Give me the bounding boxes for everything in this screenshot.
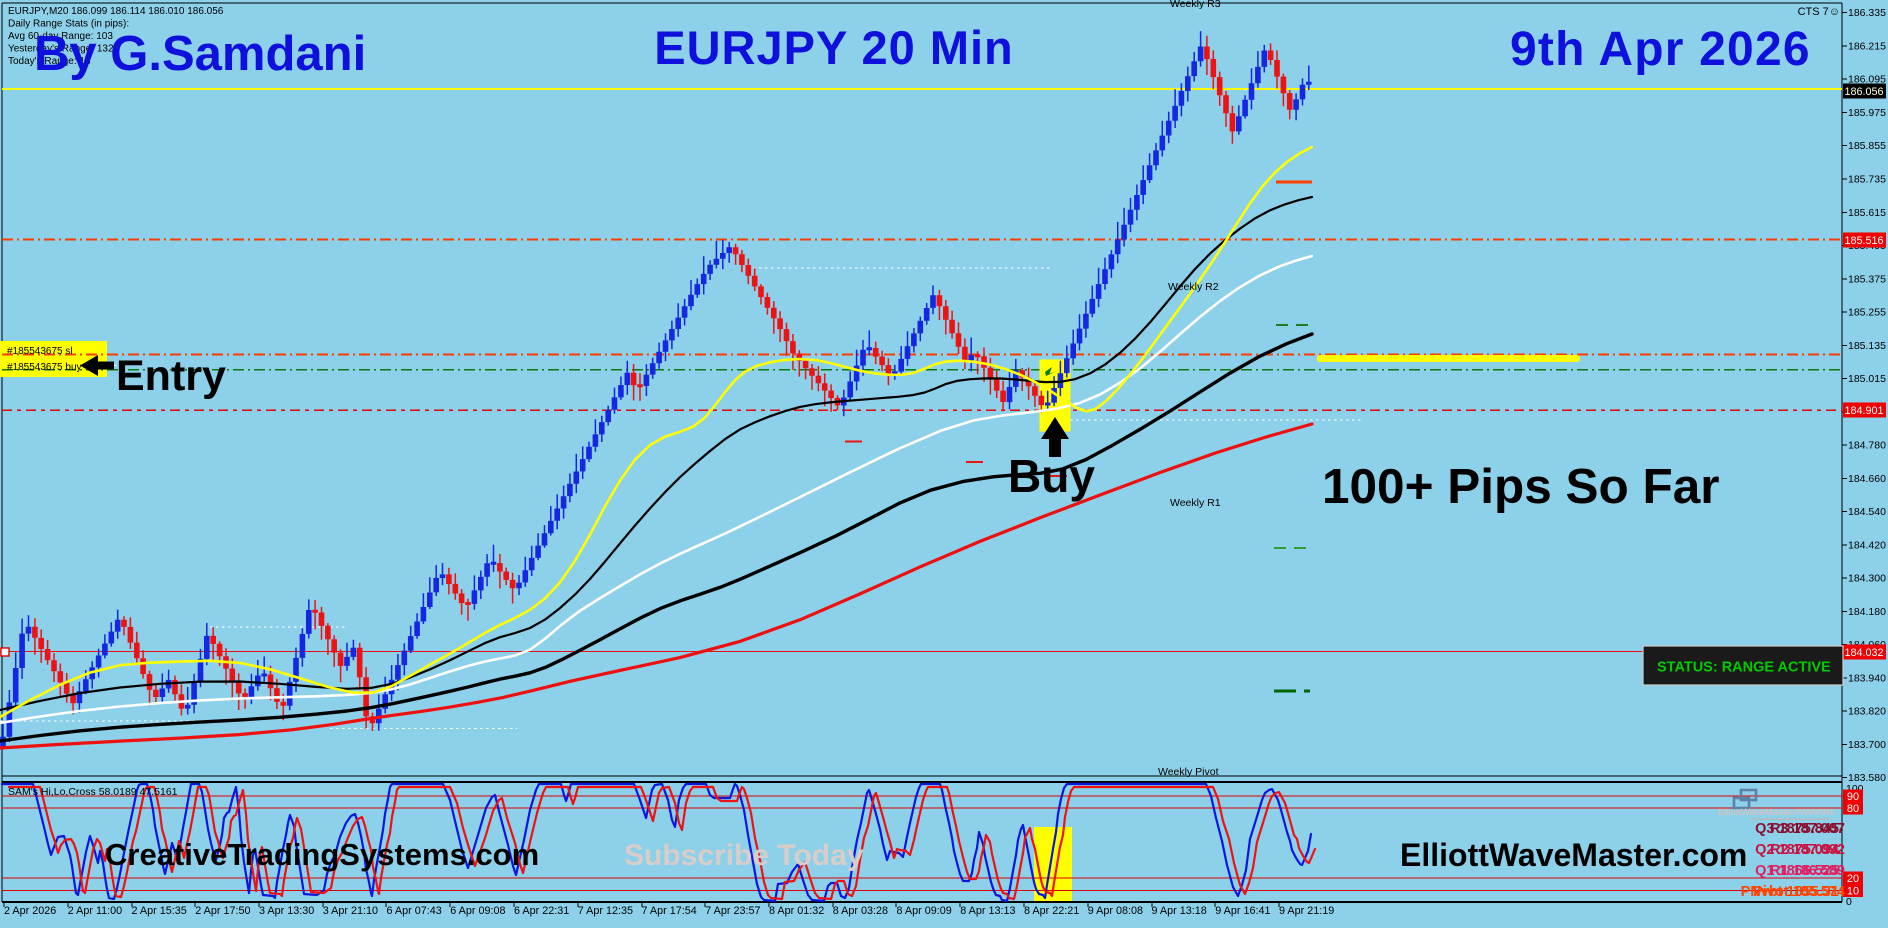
- svg-text:184.780: 184.780: [1848, 440, 1886, 452]
- svg-text:186.215: 186.215: [1848, 40, 1886, 52]
- svg-text:184.420: 184.420: [1848, 539, 1886, 551]
- svg-text:184.180: 184.180: [1848, 606, 1886, 618]
- svg-text:Weekly Pivot: Weekly Pivot: [1158, 766, 1219, 778]
- svg-text:Weekly R1: Weekly R1: [1170, 497, 1221, 509]
- svg-text:6 Apr 09:08: 6 Apr 09:08: [450, 905, 505, 917]
- svg-text:183.700: 183.700: [1848, 739, 1886, 751]
- svg-text:Pivot 185.574: Pivot 185.574: [1753, 884, 1845, 900]
- svg-text:185.735: 185.735: [1848, 174, 1886, 186]
- svg-text:183.940: 183.940: [1848, 672, 1886, 684]
- svg-text:186.335: 186.335: [1848, 7, 1886, 19]
- svg-text:90: 90: [1847, 791, 1859, 803]
- svg-text:9 Apr 08:08: 9 Apr 08:08: [1088, 905, 1143, 917]
- svg-text:9 Apr 21:19: 9 Apr 21:19: [1279, 905, 1334, 917]
- svg-text:ElliottWaveMaster/RWM9%: ElliottWaveMaster/RWM9%: [1718, 807, 1835, 818]
- svg-text:10: 10: [1847, 886, 1859, 898]
- svg-text:185.135: 185.135: [1848, 340, 1886, 352]
- svg-text:80: 80: [1847, 803, 1859, 815]
- svg-text:STATUS: RANGE ACTIVE: STATUS: RANGE ACTIVE: [1657, 660, 1831, 676]
- svg-text:183.820: 183.820: [1848, 706, 1886, 718]
- svg-text:184.901: 184.901: [1844, 405, 1883, 417]
- svg-text:#185543675 buy: #185543675 buy: [7, 362, 82, 373]
- svg-text:EURJPY,M20 186.099 186.114 18: EURJPY,M20 186.099 186.114 186.010 186.0…: [8, 6, 224, 17]
- svg-text:184.660: 184.660: [1848, 473, 1886, 485]
- svg-text:183.580: 183.580: [1848, 772, 1886, 784]
- svg-text:186.095: 186.095: [1848, 74, 1886, 86]
- svg-text:SAM's Hi,Lo,Cross 58.0189 47.5: SAM's Hi,Lo,Cross 58.0189 47.5161: [8, 786, 178, 798]
- svg-text:2 Apr 15:35: 2 Apr 15:35: [132, 905, 187, 917]
- svg-text:9th Apr 2026: 9th Apr 2026: [1510, 23, 1811, 76]
- svg-text:3 Apr 13:30: 3 Apr 13:30: [259, 905, 314, 917]
- svg-text:8 Apr 03:28: 8 Apr 03:28: [833, 905, 888, 917]
- svg-text:7 Apr 17:54: 7 Apr 17:54: [642, 905, 697, 917]
- svg-text:185.615: 185.615: [1848, 207, 1886, 219]
- svg-text:9 Apr 16:41: 9 Apr 16:41: [1215, 905, 1270, 917]
- svg-text:185.015: 185.015: [1848, 373, 1886, 385]
- svg-text:2 Apr 17:50: 2 Apr 17:50: [195, 905, 250, 917]
- svg-text:7 Apr 23:57: 7 Apr 23:57: [705, 905, 760, 917]
- svg-text:By G.Samdani: By G.Samdani: [34, 27, 366, 81]
- svg-text:Today's Range: 13: Today's Range: 13: [8, 56, 91, 67]
- svg-text:20: 20: [1847, 873, 1859, 885]
- svg-text:9 Apr 13:18: 9 Apr 13:18: [1152, 905, 1207, 917]
- svg-text:6 Apr 07:43: 6 Apr 07:43: [387, 905, 442, 917]
- svg-text:Q2 1875.094: Q2 1875.094: [1755, 842, 1839, 858]
- svg-text:Avg 60-day Range: 103: Avg 60-day Range: 103: [8, 31, 113, 42]
- svg-text:#185543675 sl: #185543675 sl: [7, 346, 73, 357]
- svg-text:186.056: 186.056: [1844, 86, 1883, 98]
- svg-text:CTS 7☺: CTS 7☺: [1798, 6, 1840, 18]
- svg-text:184.300: 184.300: [1848, 573, 1886, 585]
- svg-text:8 Apr 22:21: 8 Apr 22:21: [1024, 905, 1079, 917]
- svg-text:6 Apr 22:31: 6 Apr 22:31: [514, 905, 569, 917]
- svg-text:185.516: 185.516: [1844, 235, 1883, 247]
- svg-text:Entry: Entry: [116, 352, 226, 400]
- svg-text:0: 0: [1846, 896, 1852, 908]
- svg-text:2 Apr 2026: 2 Apr 2026: [4, 905, 56, 917]
- svg-text:R2 187.092: R2 187.092: [1770, 842, 1845, 858]
- svg-text:8 Apr 13:13: 8 Apr 13:13: [960, 905, 1015, 917]
- svg-text:Buy: Buy: [1008, 450, 1095, 502]
- svg-text:Yesterday's Range: 132: Yesterday's Range: 132: [8, 44, 114, 55]
- svg-text:185.375: 185.375: [1848, 273, 1886, 285]
- svg-text:Weekly R3: Weekly R3: [1170, 0, 1221, 10]
- svg-text:R1 186.589: R1 186.589: [1770, 863, 1845, 879]
- svg-text:Subscribe Today: Subscribe Today: [624, 839, 864, 872]
- svg-text:ElliottWaveMaster.com: ElliottWaveMaster.com: [1400, 837, 1747, 873]
- svg-text:2 Apr 11:00: 2 Apr 11:00: [68, 905, 122, 917]
- svg-text:7 Apr 12:35: 7 Apr 12:35: [578, 905, 633, 917]
- svg-text:R3 187.007: R3 187.007: [1770, 821, 1845, 837]
- svg-text:8 Apr 09:09: 8 Apr 09:09: [897, 905, 952, 917]
- svg-text:Q1 1866.525: Q1 1866.525: [1755, 863, 1839, 879]
- svg-text:EURJPY 20 Min: EURJPY 20 Min: [654, 21, 1014, 74]
- svg-text:8 Apr 01:32: 8 Apr 01:32: [769, 905, 824, 917]
- svg-text:PNvbt 1855.31: PNvbt 1855.31: [1741, 884, 1839, 900]
- svg-text:185.975: 185.975: [1848, 107, 1886, 119]
- svg-text:184.540: 184.540: [1848, 506, 1886, 518]
- svg-text:CreativeTradingSystems.com: CreativeTradingSystems.com: [105, 837, 539, 872]
- svg-text:185.255: 185.255: [1848, 307, 1886, 319]
- svg-text:Weekly R2: Weekly R2: [1168, 281, 1219, 293]
- svg-text:100+ Pips So Far: 100+ Pips So Far: [1322, 459, 1720, 514]
- svg-text:Daily Range Stats (in pips):: Daily Range Stats (in pips):: [8, 19, 129, 30]
- svg-text:184.032: 184.032: [1844, 647, 1883, 659]
- svg-text:185.855: 185.855: [1848, 140, 1886, 152]
- svg-text:3 Apr 21:10: 3 Apr 21:10: [323, 905, 378, 917]
- svg-text:Q3 1875.845: Q3 1875.845: [1755, 821, 1839, 837]
